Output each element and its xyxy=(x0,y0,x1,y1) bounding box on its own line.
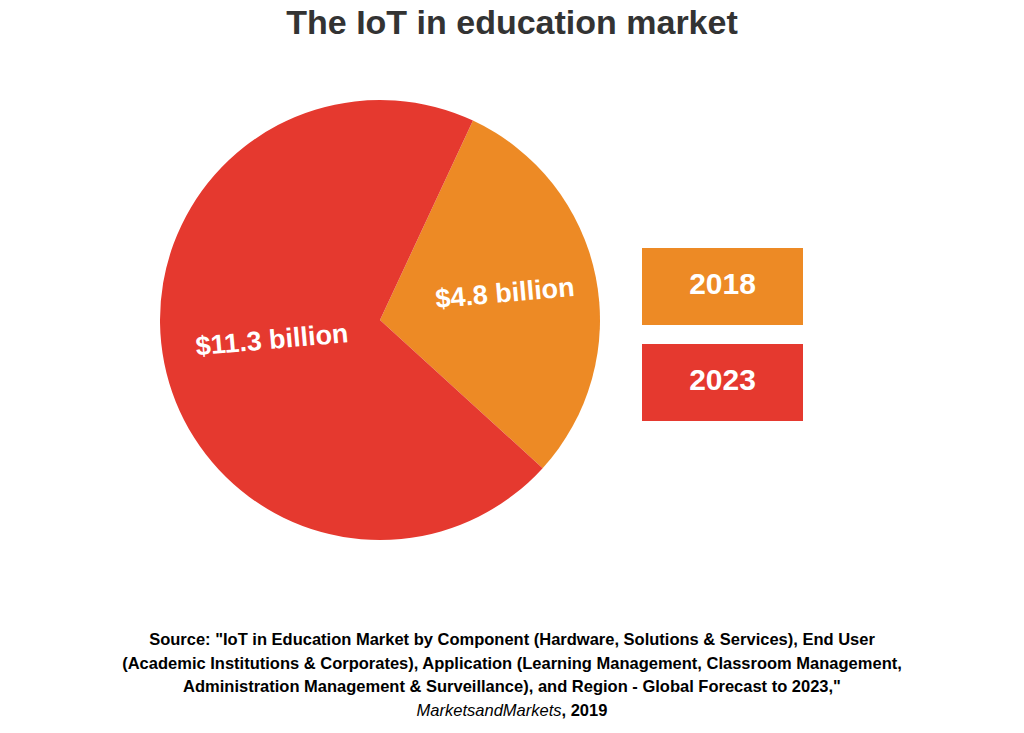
legend-label: 2023 xyxy=(689,363,756,396)
source: Source: "IoT in Education Market by Comp… xyxy=(122,630,902,719)
data-labels: $4.8 billion $11.3 billion xyxy=(194,272,575,361)
source-publisher: MarketsandMarkets xyxy=(417,701,562,719)
title: The IoT in education market xyxy=(286,3,738,41)
source-line: (Academic Institutions & Corporates), Ap… xyxy=(122,654,902,672)
chart: The IoT in education market$4.8 billion$… xyxy=(0,0,1024,733)
source-suffix: , 2019 xyxy=(562,701,608,719)
legend-label: 2018 xyxy=(689,267,756,300)
source-line: Administration Management & Surveillance… xyxy=(183,677,841,695)
data-label: $4.8 billion xyxy=(434,272,576,314)
pie-slice xyxy=(160,100,543,540)
legend: 2018 2023 xyxy=(642,248,803,421)
source-publisher-line: MarketsandMarkets, 2019 xyxy=(417,701,608,719)
data-label: $11.3 billion xyxy=(194,318,349,361)
pie xyxy=(160,100,600,540)
legend-swatch xyxy=(642,248,803,325)
source-line: Source: "IoT in Education Market by Comp… xyxy=(149,630,875,648)
legend-swatch xyxy=(642,344,803,421)
